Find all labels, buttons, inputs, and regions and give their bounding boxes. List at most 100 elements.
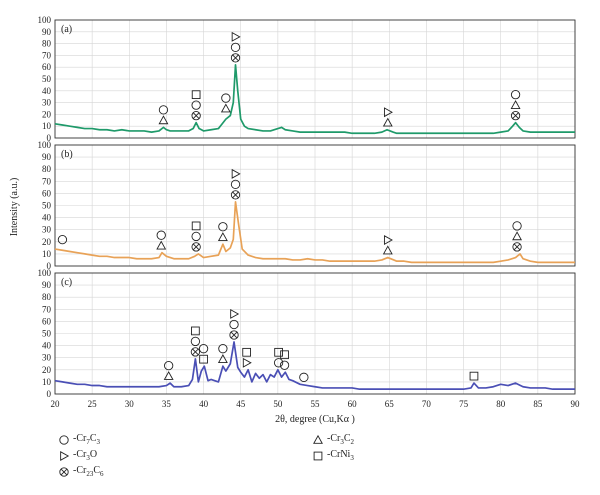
y-tick-label: 90 [42,27,52,37]
x-tick-label: 25 [88,399,98,409]
peak-play-marker [230,309,240,319]
peak-otimes-marker [510,111,521,121]
panel-frame [54,272,576,395]
peak-triangle-marker [156,240,167,250]
peak-triangle-marker [512,231,523,241]
peak-circle-marker [156,230,166,240]
panel-frame [54,144,576,267]
peak-play-marker [231,31,241,42]
peak-square-marker [280,350,289,360]
y-tick-label: 60 [42,188,52,198]
peak-circle-marker [229,319,239,330]
y-tick-label: 90 [42,152,52,162]
peak-circle-marker [273,358,284,368]
y-tick-label: 50 [42,329,52,339]
peak-square-marker [242,347,252,357]
peak-triangle-marker [220,103,231,113]
peak-otimes-cross [512,112,519,119]
peak-circle-marker [510,90,521,100]
peak-otimes-cross [230,331,238,339]
peak-triangle-marker [217,354,228,363]
x-tick-label: 80 [496,399,506,409]
peak-circle-marker [198,344,209,354]
panel-label: (a) [61,24,72,35]
peak-play-marker [242,357,252,368]
peak-circle-marker [221,93,231,103]
y-tick-label: 10 [42,121,52,131]
x-tick-label: 55 [311,399,321,409]
y-tick-label: 70 [42,50,52,60]
peak-circle-marker [57,234,68,245]
x-tick-label: 60 [348,399,358,409]
peak-square-marker [199,354,208,364]
y-axis-title: Intensity (a.u.) [9,178,20,237]
y-tick-label: 0 [47,133,52,143]
series-line [54,341,575,391]
y-tick-label: 0 [47,261,52,271]
x-tick-label: 85 [533,399,543,409]
y-tick-label: 100 [38,268,52,278]
peak-square-marker [274,347,283,357]
y-tick-label: 60 [42,62,52,72]
peak-circle-marker [158,105,169,115]
series-line [54,201,575,264]
peak-otimes-marker [230,190,241,200]
peak-triangle-marker [382,117,393,127]
x-tick-label: 35 [162,399,172,409]
panel-frame [54,19,576,139]
y-tick-label: 50 [42,74,52,84]
peak-otimes-marker [230,53,241,63]
x-tick-label: 20 [51,399,61,409]
peak-play-marker [231,168,241,179]
y-tick-label: 100 [38,140,52,150]
series-line [54,63,575,135]
y-tick-label: 10 [42,377,52,387]
peak-circle-marker [230,179,241,190]
peak-square-marker [191,221,201,231]
y-tick-label: 40 [42,86,52,96]
peak-circle-marker [279,360,290,370]
peak-play-marker [383,107,393,118]
peak-square-marker [469,371,479,381]
peak-circle-marker [164,360,174,371]
y-tick-label: 50 [42,201,52,211]
peak-circle-marker [190,336,201,347]
x-tick-label: 70 [422,399,432,409]
peak-otimes-cross [192,348,199,356]
y-tick-label: 60 [42,316,52,326]
x-tick-label: 90 [571,399,581,409]
peak-otimes-cross [513,243,521,251]
x-tick-label: 30 [125,399,135,409]
peak-circle-marker [218,344,228,354]
peak-circle-marker [299,372,309,382]
y-tick-label: 80 [42,292,52,302]
peak-otimes-marker [190,347,201,357]
peak-play-marker [383,235,393,245]
peak-otimes-cross [192,112,200,119]
panel-label: (c) [61,277,72,288]
y-tick-label: 20 [42,237,52,247]
peak-otimes-marker [512,242,522,252]
peak-otimes-cross [232,54,239,62]
peak-triangle-marker [217,232,228,242]
x-tick-label: 50 [273,399,283,409]
peak-triangle-marker [163,370,174,380]
peak-triangle-marker [510,100,521,109]
y-tick-label: 30 [42,98,52,108]
panel-label: (b) [61,149,73,160]
x-tick-label: 45 [236,399,246,409]
peak-otimes-marker [229,330,239,340]
y-tick-label: 70 [42,176,52,186]
y-tick-label: 80 [42,164,52,174]
x-axis-title: 2θ, degree (Cu,Kα ) [275,414,355,425]
panel-1: 0 10 20 30 40 50 60 70 80 90 100 (b) [38,140,576,271]
peak-triangle-marker [382,245,393,255]
x-tick-label: 65 [385,399,395,409]
peak-circle-marker [512,221,522,231]
peak-circle-marker [191,231,201,242]
peak-otimes-marker [191,242,201,252]
y-tick-label: 40 [42,341,52,351]
y-tick-label: 30 [42,353,52,363]
